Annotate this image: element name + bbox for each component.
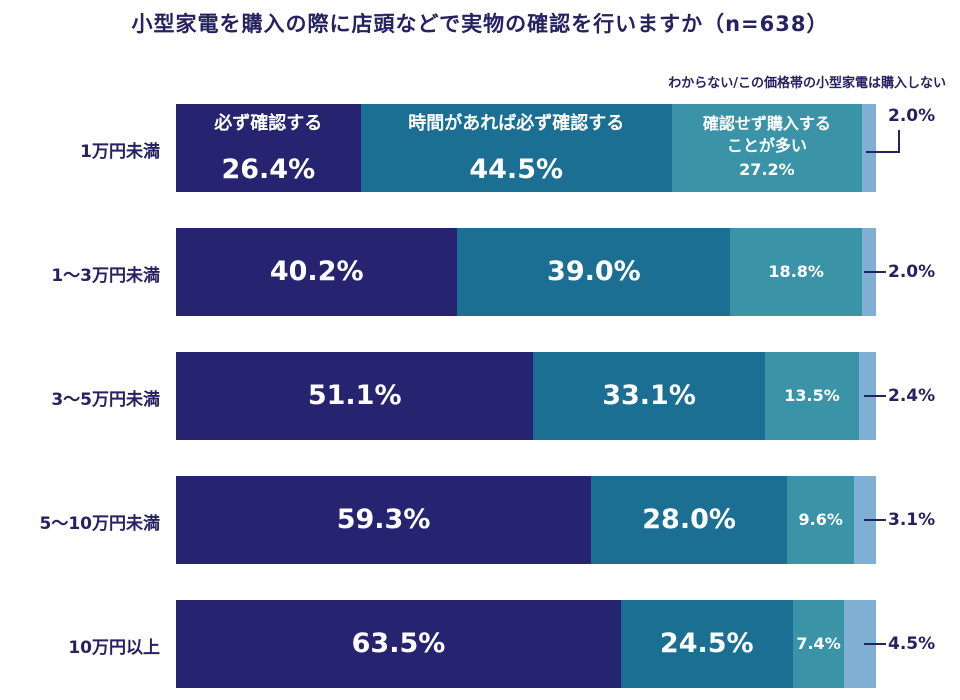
data-label-outside: 2.0% — [888, 262, 936, 282]
data-label: 26.4% — [221, 154, 316, 185]
bar-segment-if-time — [360, 104, 672, 192]
data-label: 28.0% — [642, 504, 736, 535]
bar-segment-always — [176, 104, 361, 192]
data-label: 59.3% — [336, 504, 431, 535]
data-label: 63.5% — [351, 628, 446, 659]
bar-segment-if-time — [620, 600, 793, 688]
leader-line — [864, 395, 886, 397]
bar-segment-always — [176, 352, 534, 440]
data-label: 9.6% — [798, 510, 843, 529]
leader-line — [898, 130, 900, 152]
data-label-outside: 3.1% — [888, 510, 936, 530]
data-label: 51.1% — [307, 380, 402, 411]
bar-segment-if-time — [591, 476, 788, 564]
inline-series-label: 必ず確認する — [214, 113, 323, 134]
data-label: 24.5% — [659, 628, 754, 659]
category-label: 1～3万円未満 — [51, 266, 160, 286]
inline-series-label: ことが多い — [726, 136, 807, 155]
bar-segment-often-not — [792, 600, 845, 688]
bar-segment-often-not — [764, 352, 860, 440]
data-label: 33.1% — [602, 380, 696, 411]
data-label-outside: 4.5% — [888, 634, 936, 654]
bar-segment-if-time — [457, 228, 731, 316]
bar-segment-always — [176, 600, 621, 688]
data-label: 40.2% — [269, 256, 364, 287]
data-label: 18.8% — [768, 262, 824, 281]
bar-segment-unknown — [862, 104, 876, 192]
category-label: 10万円以上 — [68, 638, 160, 658]
leader-line — [864, 271, 886, 273]
category-label: 1万円未満 — [80, 142, 160, 162]
bar-segment-if-time — [533, 352, 765, 440]
data-label-outside: 2.4% — [888, 386, 936, 406]
legend-note: わからない/この価格帯の小型家電は購入しない — [668, 76, 946, 91]
data-label-outside: 2.0% — [888, 106, 936, 126]
inline-series-label: 時間があれば必ず確認する — [408, 113, 625, 134]
data-label: 7.4% — [796, 634, 841, 653]
data-label: 44.5% — [469, 154, 564, 185]
bar-segment-always — [176, 228, 458, 316]
bar-segment-often-not — [787, 476, 855, 564]
leader-line — [864, 519, 886, 521]
data-label: 13.5% — [784, 386, 840, 405]
category-label: 5～10万円未満 — [39, 514, 161, 534]
bar-segment-often-not — [671, 104, 862, 192]
leader-line — [864, 643, 886, 645]
chart-title: 小型家電を購入の際に店頭などで実物の確認を行いますか（n=638） — [131, 12, 829, 36]
inline-series-label: 確認せず購入する — [702, 114, 831, 133]
leader-line — [866, 151, 900, 153]
category-label: 3～5万円未満 — [51, 390, 160, 410]
bar-segment-often-not — [730, 228, 862, 316]
data-label: 39.0% — [547, 256, 641, 287]
data-label: 27.2% — [739, 160, 795, 179]
bar-segment-always — [176, 476, 592, 564]
